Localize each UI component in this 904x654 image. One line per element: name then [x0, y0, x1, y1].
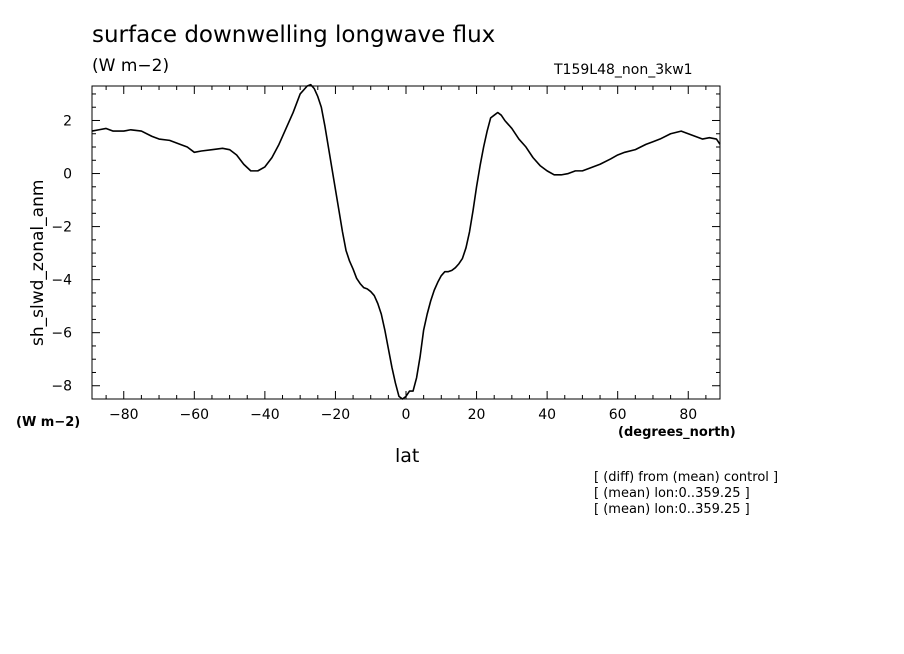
- x-tick-label: 80: [679, 407, 697, 423]
- note-line: [ (diff) from (mean) control ]: [594, 470, 779, 485]
- x-tick-label: −20: [321, 407, 351, 423]
- y-tick-label: −2: [51, 220, 72, 236]
- note-line: [ (mean) lon:0..359.25 ]: [594, 486, 750, 501]
- series-line: [91, 83, 721, 400]
- tick-labels: −80 −60 −40 −20 0 20 40 60 80−8−6−4−202: [51, 113, 697, 423]
- x-axis-label: lat: [395, 445, 420, 467]
- y-tick-label: −8: [51, 379, 72, 395]
- y-tick-label: 0: [63, 167, 72, 183]
- plot-frame: [91, 85, 721, 400]
- x-tick-label: −80: [109, 407, 139, 423]
- run-label: T159L48_non_3kw1: [554, 62, 693, 78]
- x-tick-label: 40: [538, 407, 556, 423]
- y-tick-label: −4: [51, 273, 72, 289]
- y-tick-label: 2: [63, 113, 72, 129]
- axis-ticks: [92, 86, 720, 399]
- y-axis-units: (W m−2): [16, 415, 81, 430]
- x-tick-label: 60: [609, 407, 627, 423]
- chart-units: (W m−2): [92, 56, 170, 76]
- x-tick-label: −40: [250, 407, 280, 423]
- x-tick-label: −60: [180, 407, 210, 423]
- x-tick-label: 20: [468, 407, 486, 423]
- note-line: [ (mean) lon:0..359.25 ]: [594, 502, 750, 517]
- y-tick-label: −6: [51, 326, 72, 342]
- chart-title: surface downwelling longwave flux: [92, 22, 496, 48]
- x-axis-units: (degrees_north): [618, 425, 736, 440]
- x-tick-label: 0: [402, 407, 411, 423]
